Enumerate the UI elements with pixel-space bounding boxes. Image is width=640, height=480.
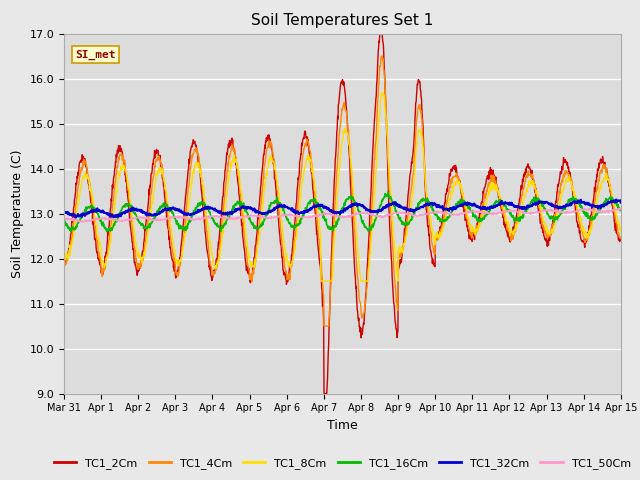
X-axis label: Time: Time xyxy=(327,419,358,432)
Title: Soil Temperatures Set 1: Soil Temperatures Set 1 xyxy=(252,13,433,28)
Text: SI_met: SI_met xyxy=(75,50,116,60)
Legend: TC1_2Cm, TC1_4Cm, TC1_8Cm, TC1_16Cm, TC1_32Cm, TC1_50Cm: TC1_2Cm, TC1_4Cm, TC1_8Cm, TC1_16Cm, TC1… xyxy=(50,453,635,473)
Y-axis label: Soil Temperature (C): Soil Temperature (C) xyxy=(11,149,24,278)
